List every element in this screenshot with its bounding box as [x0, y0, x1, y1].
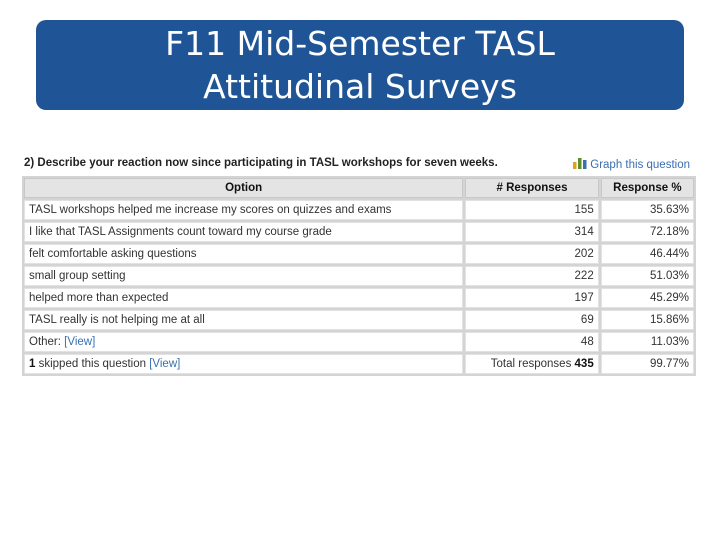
responses-cell: 314 — [465, 222, 599, 242]
total-label: Total responses — [490, 358, 572, 370]
responses-cell: 155 — [465, 200, 599, 220]
question-header: 2) Describe your reaction now since part… — [24, 155, 694, 175]
bar-chart-icon — [573, 158, 587, 169]
other-label: Other: — [29, 336, 61, 348]
table-header-row: Option # Responses Response % — [24, 178, 694, 198]
table-row: small group setting 222 51.03% — [24, 266, 694, 286]
option-cell-other: Other: [View] — [24, 332, 464, 352]
table-row: I like that TASL Assignments count towar… — [24, 222, 694, 242]
table-row: helped more than expected 197 45.29% — [24, 288, 694, 308]
question-text: 2) Describe your reaction now since part… — [24, 157, 498, 169]
percent-cell: 51.03% — [600, 266, 694, 286]
graph-question-label[interactable]: Graph this question — [590, 159, 690, 171]
option-cell: I like that TASL Assignments count towar… — [24, 222, 464, 242]
table-footer-row: 1 skipped this question [View] Total res… — [24, 354, 694, 374]
percent-cell: 11.03% — [600, 332, 694, 352]
skipped-cell: 1 skipped this question [View] — [24, 354, 464, 374]
responses-cell: 48 — [465, 332, 599, 352]
percent-cell: 72.18% — [600, 222, 694, 242]
responses-cell: 222 — [465, 266, 599, 286]
title-line-2: Attitudinal Surveys — [203, 67, 517, 106]
responses-cell: 69 — [465, 310, 599, 330]
total-percent-cell: 99.77% — [600, 354, 694, 374]
skipped-count: 1 — [29, 358, 36, 370]
option-header: Option — [24, 178, 464, 198]
other-view-link[interactable]: [View] — [64, 336, 96, 348]
table-row-other: Other: [View] 48 11.03% — [24, 332, 694, 352]
table-row: TASL really is not helping me at all 69 … — [24, 310, 694, 330]
option-cell: TASL really is not helping me at all — [24, 310, 464, 330]
option-cell: TASL workshops helped me increase my sco… — [24, 200, 464, 220]
percent-cell: 45.29% — [600, 288, 694, 308]
percent-cell: 46.44% — [600, 244, 694, 264]
total-responses-cell: Total responses 435 — [465, 354, 599, 374]
title-banner: F11 Mid-Semester TASL Attitudinal Survey… — [36, 20, 684, 110]
title-line-1: F11 Mid-Semester TASL — [165, 24, 555, 63]
table-row: felt comfortable asking questions 202 46… — [24, 244, 694, 264]
option-cell: helped more than expected — [24, 288, 464, 308]
percent-cell: 35.63% — [600, 200, 694, 220]
results-table: Option # Responses Response % TASL works… — [22, 176, 696, 376]
skipped-text: skipped this question — [38, 358, 147, 370]
responses-header: # Responses — [465, 178, 599, 198]
responses-cell: 202 — [465, 244, 599, 264]
percent-header: Response % — [600, 178, 694, 198]
percent-cell: 15.86% — [600, 310, 694, 330]
graph-question-link[interactable]: Graph this question — [573, 157, 690, 171]
total-value: 435 — [574, 358, 594, 370]
option-cell: small group setting — [24, 266, 464, 286]
table-row: TASL workshops helped me increase my sco… — [24, 200, 694, 220]
responses-cell: 197 — [465, 288, 599, 308]
skipped-view-link[interactable]: [View] — [149, 358, 181, 370]
option-cell: felt comfortable asking questions — [24, 244, 464, 264]
